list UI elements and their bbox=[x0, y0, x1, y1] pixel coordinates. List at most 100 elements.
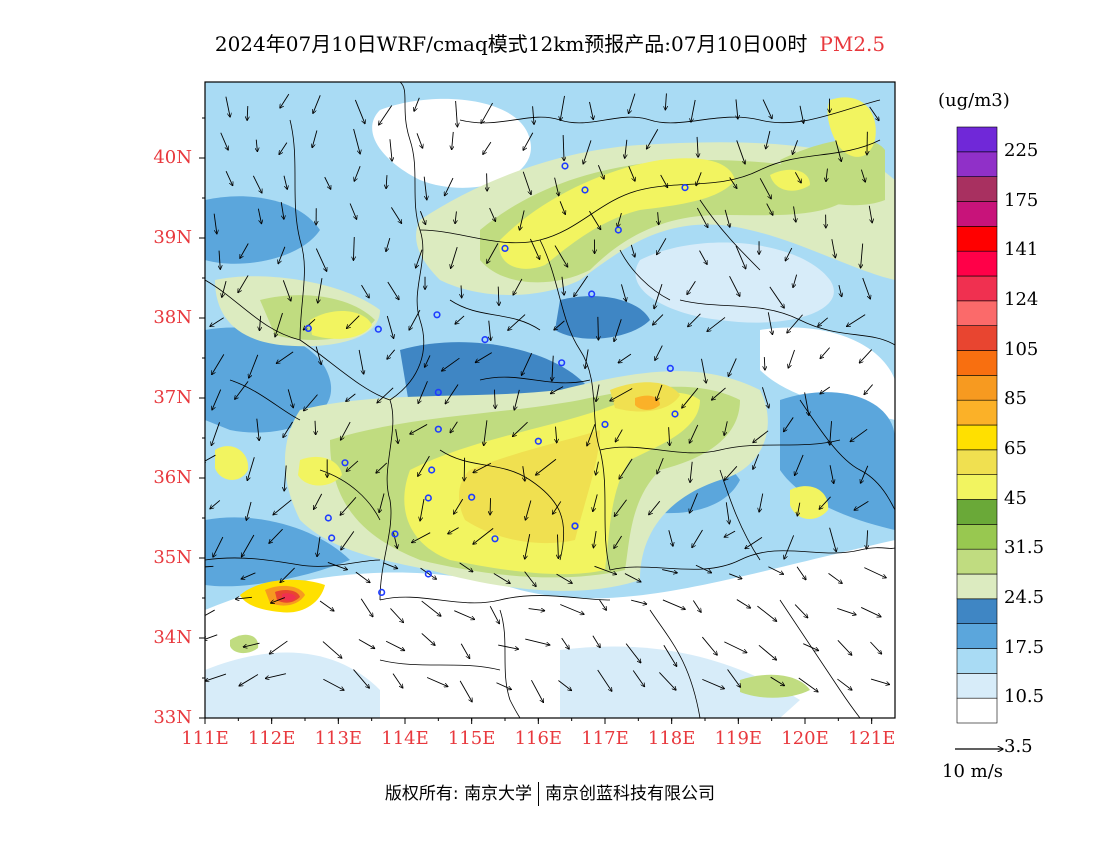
wind-arrow-icon bbox=[513, 278, 523, 295]
wind-arrow-icon bbox=[425, 355, 431, 367]
wind-arrow-icon bbox=[560, 95, 565, 121]
station-marker-icon bbox=[491, 535, 499, 543]
wind-arrow-icon bbox=[498, 286, 499, 306]
wind-arrow-icon bbox=[521, 352, 533, 375]
wind-arrow-icon bbox=[820, 386, 831, 394]
station-marker-icon bbox=[391, 530, 399, 538]
wind-arrow-icon bbox=[213, 213, 217, 234]
wind-arrow-icon bbox=[220, 132, 228, 150]
chart-title: 2024年07月10日WRF/cmaq模式12km预报产品:07月10日00时 P… bbox=[0, 28, 1100, 57]
station-marker-icon bbox=[374, 325, 382, 333]
lat-tick-label: 38N bbox=[153, 307, 192, 328]
legend-swatch bbox=[956, 126, 998, 153]
wind-arrow-icon bbox=[387, 349, 396, 359]
wind-arrow-icon bbox=[826, 168, 828, 182]
station-marker-icon bbox=[304, 324, 312, 333]
wind-arrow-icon bbox=[769, 286, 784, 308]
wind-arrow-icon bbox=[701, 358, 706, 383]
lon-tick-label: 112E bbox=[247, 728, 296, 749]
wind-arrow-icon bbox=[787, 314, 803, 333]
wind-arrow-icon bbox=[416, 249, 423, 268]
wind-arrow-icon bbox=[617, 212, 622, 227]
wind-arrow-icon bbox=[420, 567, 437, 579]
wind-arrow-icon bbox=[610, 388, 633, 401]
wind-arrow-icon bbox=[687, 281, 696, 294]
wind-arrow-icon bbox=[558, 680, 571, 691]
wind-arrow-icon bbox=[454, 610, 474, 620]
wind-arrow-icon bbox=[691, 99, 696, 122]
wind-arrow-icon bbox=[241, 572, 256, 579]
legend-swatch bbox=[956, 499, 998, 525]
wind-arrow-icon bbox=[692, 529, 703, 548]
station-marker-icon bbox=[588, 290, 596, 298]
wind-arrow-icon bbox=[327, 562, 348, 569]
wind-arrow-icon bbox=[341, 531, 355, 550]
wind-arrow-icon bbox=[383, 562, 397, 569]
wind-arrow-icon bbox=[346, 315, 360, 329]
legend-label: 10.5 bbox=[1004, 686, 1045, 708]
lon-tick-label: 120E bbox=[781, 728, 829, 749]
wind-arrow-icon bbox=[557, 534, 558, 559]
wind-arrow-icon bbox=[386, 315, 393, 339]
wind-arrow-icon bbox=[624, 573, 641, 582]
wind-arrow-icon bbox=[593, 530, 597, 548]
wind-arrow-icon bbox=[239, 674, 259, 686]
wind-arrow-icon bbox=[340, 497, 357, 515]
wind-arrow-icon bbox=[442, 357, 460, 371]
wind-arrow-icon bbox=[459, 562, 473, 572]
wind-arrow-icon bbox=[318, 278, 323, 303]
lon-tick-label: 115E bbox=[447, 728, 496, 749]
wind-arrow-icon bbox=[313, 95, 321, 113]
wind-arrow-icon bbox=[690, 461, 692, 483]
wind-arrow-icon bbox=[418, 455, 430, 476]
wind-arrow-icon bbox=[498, 644, 518, 649]
wind-arrow-icon bbox=[241, 534, 255, 557]
wind-arrow-icon bbox=[729, 573, 742, 579]
wind-arrow-icon bbox=[631, 599, 647, 604]
wind-arrow-icon bbox=[353, 237, 354, 260]
wind-arrow-icon bbox=[702, 636, 717, 655]
station-marker-icon bbox=[434, 388, 442, 397]
wind-arrow-icon bbox=[615, 429, 623, 442]
wind-arrow-icon bbox=[259, 315, 260, 331]
legend-swatch bbox=[956, 350, 998, 376]
wind-arrow-icon bbox=[745, 537, 763, 548]
station-marker-icon bbox=[558, 359, 566, 367]
copyright-footer: 版权所有: 南京大学 南京创蓝科技有限公司 bbox=[0, 779, 1100, 806]
wind-arrow-icon bbox=[766, 203, 773, 216]
wind-arrow-icon bbox=[445, 384, 459, 404]
wind-arrow-icon bbox=[867, 530, 868, 549]
station-marker-icon bbox=[324, 514, 332, 522]
wind-arrow-icon bbox=[514, 389, 520, 410]
wind-arrow-icon bbox=[416, 133, 423, 148]
wind-arrow-icon bbox=[735, 245, 746, 269]
wind-arrow-icon bbox=[660, 174, 668, 188]
legend-swatch bbox=[956, 275, 998, 302]
wind-arrow-icon bbox=[597, 165, 604, 179]
wind-arrow-icon bbox=[205, 566, 214, 567]
wind-arrow-icon bbox=[483, 141, 492, 154]
wind-arrow-icon bbox=[589, 210, 600, 230]
wind-arrow-icon bbox=[550, 386, 564, 394]
lat-tick-label: 35N bbox=[153, 547, 192, 568]
wind-arrow-icon bbox=[804, 392, 809, 415]
wind-arrow-icon bbox=[410, 424, 428, 434]
wind-arrow-icon bbox=[360, 598, 373, 617]
wind-arrow-icon bbox=[487, 243, 499, 263]
wind-arrow-icon bbox=[396, 429, 398, 443]
wind-arrow-icon bbox=[390, 207, 401, 223]
wind-arrow-icon bbox=[619, 458, 633, 479]
wind-arrow-icon bbox=[653, 314, 664, 325]
wind-arrow-icon bbox=[512, 421, 528, 436]
wind-arrow-icon bbox=[508, 314, 526, 331]
wind-arrow-icon bbox=[536, 458, 557, 475]
wind-arrow-icon bbox=[593, 494, 598, 511]
wind-arrow-icon bbox=[556, 426, 557, 443]
wind-arrow-icon bbox=[346, 460, 359, 472]
wind-arrow-icon bbox=[658, 212, 659, 225]
wind-vector-field bbox=[205, 93, 890, 702]
legend-swatch bbox=[956, 673, 998, 699]
wind-arrow-icon bbox=[387, 281, 399, 300]
wind-arrow-icon bbox=[322, 641, 342, 659]
